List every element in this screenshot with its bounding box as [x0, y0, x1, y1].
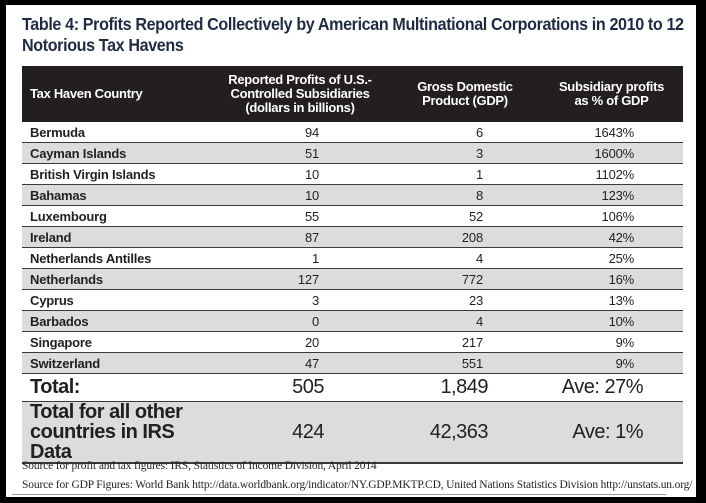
- cell-country: Singapore: [22, 331, 210, 353]
- cell-country: British Virgin Islands: [22, 163, 210, 185]
- header-gdp: Gross Domestic Product (GDP): [390, 66, 540, 122]
- cell-gdp: 4: [390, 310, 540, 332]
- table-row: Bermuda 94 6 1643%: [22, 122, 683, 143]
- cell-profits: 0: [210, 310, 390, 332]
- document-page: Table 4: Profits Reported Collectively b…: [6, 5, 696, 497]
- cell-country: Bermuda: [22, 122, 210, 143]
- cell-country: Luxembourg: [22, 205, 210, 227]
- cell-pct: 1643%: [540, 122, 683, 143]
- cell-pct: 42%: [540, 226, 683, 248]
- cell-profits: 55: [210, 205, 390, 227]
- cell-gdp: 52: [390, 205, 540, 227]
- cell-country: Bahamas: [22, 184, 210, 206]
- table-row: Luxembourg 55 52 106%: [22, 205, 683, 227]
- other-gdp: 42,363: [390, 401, 540, 464]
- cell-profits: 51: [210, 142, 390, 164]
- header-gdp-line: Gross Domestic: [417, 79, 513, 94]
- cell-country: Netherlands Antilles: [22, 247, 210, 269]
- cell-profits: 47: [210, 352, 390, 374]
- cell-country: Cyprus: [22, 289, 210, 311]
- cell-country: Netherlands: [22, 268, 210, 290]
- table-row: Netherlands Antilles 1 4 25%: [22, 247, 683, 269]
- total-label: Total:: [22, 373, 210, 402]
- other-profits: 424: [210, 401, 390, 464]
- cell-gdp: 8: [390, 184, 540, 206]
- cell-pct: 9%: [540, 352, 683, 374]
- table-row: Switzerland 47 551 9%: [22, 352, 683, 374]
- table-body: Bermuda 94 6 1643% Cayman Islands 51 3 1600% B…: [22, 122, 683, 464]
- cell-country: Cayman Islands: [22, 142, 210, 164]
- cell-gdp: 1: [390, 163, 540, 185]
- total-profits: 505: [210, 373, 390, 402]
- table-header-row: Tax Haven Country Reported Profits of U.…: [22, 66, 683, 122]
- cell-country: Ireland: [22, 226, 210, 248]
- header-pct-line: Subsidiary profits: [558, 79, 665, 94]
- cell-gdp: 208: [390, 226, 540, 248]
- table-row: Cyprus 3 23 13%: [22, 289, 683, 311]
- cell-pct: 16%: [540, 268, 683, 290]
- table-row: Singapore 20 217 9%: [22, 331, 683, 353]
- cell-gdp: 3: [390, 142, 540, 164]
- table-row: Bahamas 10 8 123%: [22, 184, 683, 206]
- cell-gdp: 23: [390, 289, 540, 311]
- cell-profits: 3: [210, 289, 390, 311]
- header-profits: Reported Profits of U.S.- Controlled Sub…: [210, 66, 390, 122]
- tax-haven-table: Tax Haven Country Reported Profits of U.…: [22, 66, 683, 464]
- table-row: Ireland 87 208 42%: [22, 226, 683, 248]
- total-pct: Ave: 27%: [540, 373, 683, 402]
- table-row: British Virgin Islands 10 1 1102%: [22, 163, 683, 185]
- table-row: Cayman Islands 51 3 1600%: [22, 142, 683, 164]
- header-profits-line: (dollars in billions): [245, 100, 355, 115]
- header-pct-line: as % of GDP: [574, 93, 649, 108]
- table-row: Barbados 0 4 10%: [22, 310, 683, 332]
- cell-pct: 10%: [540, 310, 683, 332]
- cell-pct: 106%: [540, 205, 683, 227]
- table-row: Netherlands 127 772 16%: [22, 268, 683, 290]
- cell-profits: 87: [210, 226, 390, 248]
- cell-pct: 13%: [540, 289, 683, 311]
- header-profits-line: Controlled Subsidiaries: [230, 86, 370, 101]
- other-label: Total for all other countries in IRS Dat…: [22, 401, 210, 464]
- cell-profits: 127: [210, 268, 390, 290]
- header-profits-line: Reported Profits of U.S.-: [228, 72, 372, 87]
- cell-pct: 1600%: [540, 142, 683, 164]
- source-note-gdp: Source for GDP Figures: World Bank http:…: [22, 479, 693, 491]
- header-country: Tax Haven Country: [22, 66, 210, 122]
- cell-gdp: 6: [390, 122, 540, 143]
- cell-profits: 10: [210, 184, 390, 206]
- cell-profits: 94: [210, 122, 390, 143]
- table-title: Table 4: Profits Reported Collectively b…: [22, 14, 684, 55]
- header-pct: Subsidiary profits as % of GDP: [540, 66, 683, 122]
- other-pct: Ave: 1%: [540, 401, 683, 464]
- other-label-line: Total for all other: [30, 401, 183, 423]
- cell-pct: 123%: [540, 184, 683, 206]
- header-gdp-line: Product (GDP): [422, 93, 508, 108]
- total-gdp: 1,849: [390, 373, 540, 402]
- cell-gdp: 217: [390, 331, 540, 353]
- cell-country: Switzerland: [22, 352, 210, 374]
- cell-gdp: 772: [390, 268, 540, 290]
- footer-divider: [12, 494, 666, 495]
- source-note-irs: Source for profit and tax figures: IRS, …: [22, 460, 377, 472]
- cell-gdp: 551: [390, 352, 540, 374]
- cell-profits: 10: [210, 163, 390, 185]
- total-row: Total: 505 1,849 Ave: 27%: [22, 373, 683, 402]
- other-label-line: countries in IRS Data: [30, 421, 175, 463]
- cell-pct: 25%: [540, 247, 683, 269]
- cell-profits: 20: [210, 331, 390, 353]
- cell-gdp: 4: [390, 247, 540, 269]
- cell-pct: 9%: [540, 331, 683, 353]
- cell-profits: 1: [210, 247, 390, 269]
- cell-country: Barbados: [22, 310, 210, 332]
- other-countries-row: Total for all other countries in IRS Dat…: [22, 401, 683, 464]
- cell-pct: 1102%: [540, 163, 683, 185]
